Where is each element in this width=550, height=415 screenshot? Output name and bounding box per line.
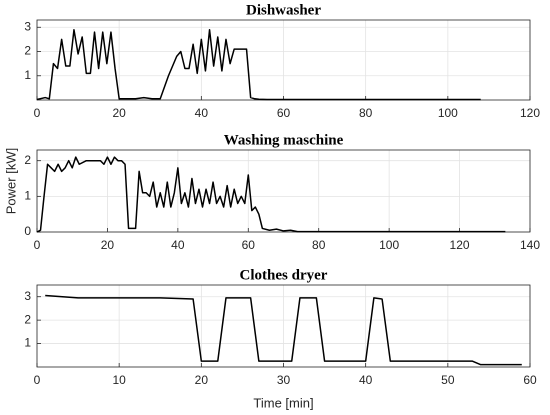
x-tick-label: 20 bbox=[112, 106, 126, 120]
plot-area bbox=[37, 150, 530, 232]
y-tick-label: 3 bbox=[24, 289, 31, 303]
data-line bbox=[36, 156, 506, 233]
y-tick-label: 2 bbox=[24, 44, 31, 58]
x-tick-label: 40 bbox=[195, 106, 209, 120]
y-axis-label: Power [kW] bbox=[3, 148, 18, 214]
y-tick-label: 1 bbox=[24, 189, 31, 203]
x-tick-label: 120 bbox=[520, 106, 540, 120]
x-tick-label: 0 bbox=[34, 373, 41, 387]
x-tick-label: 60 bbox=[242, 238, 256, 252]
x-tick-label: 100 bbox=[379, 238, 399, 252]
x-tick-label: 140 bbox=[520, 238, 540, 252]
x-tick-label: 50 bbox=[441, 373, 455, 387]
chart-title: Clothes dryer bbox=[240, 267, 328, 283]
data-line bbox=[36, 28, 481, 101]
plot-frame bbox=[36, 284, 531, 368]
x-tick-label: 0 bbox=[34, 238, 41, 252]
x-tick-label: 60 bbox=[277, 106, 291, 120]
chart-title: Washing maschine bbox=[224, 132, 344, 148]
data-line bbox=[45, 294, 522, 366]
x-tick-label: 10 bbox=[112, 373, 126, 387]
y-tick-label: 2 bbox=[24, 312, 31, 326]
x-tick-label: 60 bbox=[523, 373, 537, 387]
y-tick-label: 3 bbox=[24, 19, 31, 33]
x-tick-label: 100 bbox=[438, 106, 458, 120]
chart-title: Dishwasher bbox=[246, 2, 321, 18]
y-tick-label: 1 bbox=[24, 68, 31, 82]
x-axis-label: Time [min] bbox=[253, 395, 313, 410]
plot-frame bbox=[36, 149, 531, 233]
x-tick-label: 20 bbox=[195, 373, 209, 387]
x-tick-label: 20 bbox=[101, 238, 115, 252]
x-tick-label: 80 bbox=[359, 106, 373, 120]
x-tick-label: 0 bbox=[34, 106, 41, 120]
x-tick-label: 30 bbox=[277, 373, 291, 387]
x-tick-label: 40 bbox=[171, 238, 185, 252]
x-tick-label: 40 bbox=[359, 373, 373, 387]
y-tick-label: 1 bbox=[24, 336, 31, 350]
y-tick-label: 0 bbox=[24, 224, 31, 238]
y-tick-label: 2 bbox=[24, 153, 31, 167]
x-tick-label: 80 bbox=[312, 238, 326, 252]
x-tick-label: 120 bbox=[450, 238, 470, 252]
